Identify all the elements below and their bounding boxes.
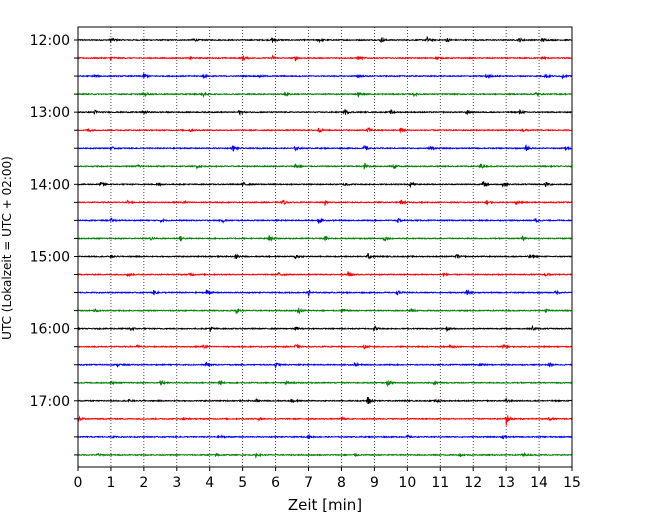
trace-1430 — [77, 217, 573, 224]
x-axis: 0 1 2 3 4 5 6 7 8 9 10 11 12 13 14 15 — [74, 467, 581, 491]
x-tick-label-12: 12 — [464, 475, 482, 491]
y-tick-label-4: 16:00 — [30, 322, 70, 338]
x-tick-label-9: 9 — [370, 475, 379, 491]
trace-1700 — [77, 396, 573, 404]
y-tick-label-5: 17:00 — [30, 394, 70, 410]
y-axis: 12:00 13:00 14:00 15:00 16:00 17:00 — [30, 33, 78, 456]
trace-1315 — [77, 127, 573, 134]
x-axis-label: Zeit [min] — [288, 496, 362, 514]
x-tick-label-4: 4 — [205, 475, 214, 491]
trace-1215 — [77, 54, 573, 62]
trace-1330 — [77, 144, 573, 152]
x-tick-label-5: 5 — [238, 475, 247, 491]
x-tick-label-14: 14 — [530, 475, 548, 491]
y-tick-label-2: 14:00 — [30, 177, 70, 193]
trace-1630 — [77, 361, 573, 370]
trace-1645 — [77, 379, 573, 387]
trace-1300 — [77, 108, 573, 116]
trace-1600 — [77, 324, 573, 332]
y-tick-label-0: 12:00 — [30, 33, 70, 49]
traces — [77, 35, 573, 459]
trace-1730 — [77, 433, 573, 440]
plot-frame — [77, 26, 573, 468]
x-tick-label-3: 3 — [172, 475, 181, 491]
trace-1745 — [77, 451, 573, 459]
trace-1400 — [77, 181, 573, 189]
trace-1245 — [77, 91, 573, 99]
trace-1545 — [77, 307, 573, 315]
x-tick-label-1: 1 — [106, 475, 115, 491]
x-tick-label-7: 7 — [304, 475, 313, 491]
trace-1200 — [77, 35, 573, 44]
y-axis-label: UTC (Lokalzeit = UTC + 02:00) — [0, 156, 14, 340]
x-tick-label-0: 0 — [74, 475, 83, 491]
trace-1445 — [77, 235, 573, 242]
x-tick-label-11: 11 — [431, 475, 449, 491]
x-tick-label-10: 10 — [398, 475, 416, 491]
trace-1230 — [77, 72, 573, 80]
x-tick-label-2: 2 — [139, 475, 148, 491]
x-tick-label-8: 8 — [337, 475, 346, 491]
trace-1615 — [77, 343, 573, 350]
y-tick-label-3: 15:00 — [30, 249, 70, 265]
trace-1500 — [77, 252, 573, 260]
x-tick-label-15: 15 — [563, 475, 581, 491]
trace-1345 — [77, 162, 573, 171]
x-tick-label-6: 6 — [271, 475, 280, 491]
trace-1415 — [77, 199, 573, 207]
trace-1515 — [77, 271, 573, 278]
trace-1530 — [77, 289, 573, 298]
trace-1715 — [77, 415, 573, 426]
x-tick-label-13: 13 — [497, 475, 515, 491]
y-tick-label-1: 13:00 — [30, 105, 70, 121]
grid — [110, 27, 540, 467]
